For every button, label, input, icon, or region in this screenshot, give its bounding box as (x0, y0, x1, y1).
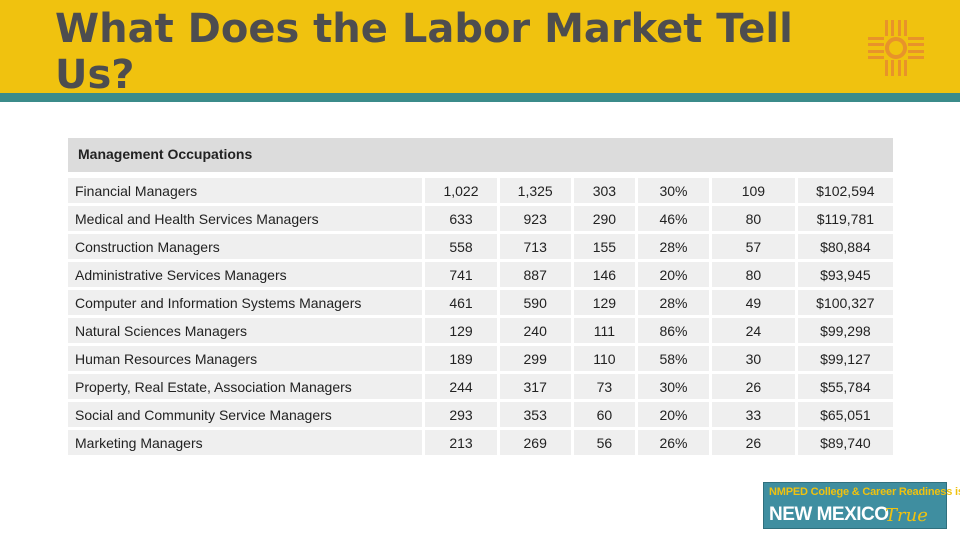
header-stripe (0, 93, 960, 102)
value-cell-5: 109 (712, 178, 798, 203)
value-cell-3: 110 (573, 346, 638, 371)
value-cell-4: 30% (637, 178, 713, 203)
value-cell-2: 1,325 (499, 178, 574, 203)
value-cell-4: 46% (637, 206, 713, 231)
zia-sun-symbol-icon (868, 20, 924, 76)
value-cell-4: 26% (637, 430, 713, 455)
value-cell-1: 213 (425, 430, 500, 455)
table-row: Medical and Health Services Managers 633 9… (68, 206, 893, 231)
value-cell-5: 30 (712, 346, 798, 371)
value-cell-4: 86% (637, 318, 713, 343)
occupation-cell: Natural Sciences Managers (68, 318, 426, 343)
value-cell-6: $102,594 (797, 178, 893, 203)
value-cell-2: 240 (499, 318, 574, 343)
occupations-table: Financial Managers 1,022 1,325 303 30% 109 $10… (68, 175, 893, 458)
value-cell-2: 317 (499, 374, 574, 399)
value-cell-1: 1,022 (425, 178, 500, 203)
table-row: Social and Community Service Managers 293… (68, 402, 893, 427)
logo-true-script: True (885, 505, 928, 526)
occupation-cell: Marketing Managers (68, 430, 426, 455)
table-row: Administrative Services Managers 741 887 14… (68, 262, 893, 287)
value-cell-1: 741 (425, 262, 500, 287)
table-row: Marketing Managers 213 269 56 26% 26 $89,740 (68, 430, 893, 455)
value-cell-6: $119,781 (797, 206, 893, 231)
value-cell-4: 20% (637, 262, 713, 287)
value-cell-2: 923 (499, 206, 574, 231)
value-cell-3: 56 (573, 430, 638, 455)
table-row: Construction Managers 558 713 155 28% 57 $80,8… (68, 234, 893, 259)
value-cell-3: 155 (573, 234, 638, 259)
occupation-cell: Construction Managers (68, 234, 426, 259)
value-cell-5: 26 (712, 430, 798, 455)
value-cell-6: $55,784 (797, 374, 893, 399)
value-cell-3: 290 (573, 206, 638, 231)
value-cell-6: $99,127 (797, 346, 893, 371)
logo-tagline: NMPED College & Career Readiness is (769, 486, 960, 498)
value-cell-6: $99,298 (797, 318, 893, 343)
slide-title: What Does the Labor Market Tell Us? (55, 6, 793, 98)
value-cell-4: 20% (637, 402, 713, 427)
value-cell-6: $80,884 (797, 234, 893, 259)
table-row: Property, Real Estate, Association Manag… (68, 374, 893, 399)
table-row: Natural Sciences Managers 129 240 111 86% 24 $… (68, 318, 893, 343)
value-cell-3: 60 (573, 402, 638, 427)
management-occupations-table: Management Occupations Financial Manager… (68, 138, 893, 458)
occupation-cell: Financial Managers (68, 178, 426, 203)
value-cell-3: 303 (573, 178, 638, 203)
value-cell-6: $65,051 (797, 402, 893, 427)
value-cell-2: 590 (499, 290, 574, 315)
value-cell-5: 57 (712, 234, 798, 259)
value-cell-5: 80 (712, 206, 798, 231)
occupation-cell: Medical and Health Services Managers (68, 206, 426, 231)
value-cell-1: 461 (425, 290, 500, 315)
occupation-cell: Administrative Services Managers (68, 262, 426, 287)
table-row: Human Resources Managers 189 299 110 58% 30 $9… (68, 346, 893, 371)
value-cell-4: 28% (637, 234, 713, 259)
value-cell-3: 111 (573, 318, 638, 343)
value-cell-1: 129 (425, 318, 500, 343)
value-cell-5: 33 (712, 402, 798, 427)
table-row: Financial Managers 1,022 1,325 303 30% 109 $10… (68, 178, 893, 203)
occupation-cell: Property, Real Estate, Association Manag… (68, 374, 426, 399)
value-cell-2: 713 (499, 234, 574, 259)
occupation-cell: Computer and Information Systems Manager… (68, 290, 426, 315)
occupation-cell: Human Resources Managers (68, 346, 426, 371)
value-cell-2: 299 (499, 346, 574, 371)
value-cell-1: 189 (425, 346, 500, 371)
value-cell-6: $100,327 (797, 290, 893, 315)
value-cell-1: 558 (425, 234, 500, 259)
value-cell-5: 80 (712, 262, 798, 287)
value-cell-2: 887 (499, 262, 574, 287)
occupation-cell: Social and Community Service Managers (68, 402, 426, 427)
value-cell-3: 146 (573, 262, 638, 287)
value-cell-3: 129 (573, 290, 638, 315)
value-cell-4: 28% (637, 290, 713, 315)
header-band (0, 0, 960, 93)
value-cell-5: 24 (712, 318, 798, 343)
nmped-logo: NMPED College & Career Readiness is NEW … (763, 482, 960, 529)
value-cell-6: $89,740 (797, 430, 893, 455)
value-cell-4: 58% (637, 346, 713, 371)
value-cell-1: 244 (425, 374, 500, 399)
table-body: Financial Managers 1,022 1,325 303 30% 109 $10… (68, 178, 893, 455)
value-cell-6: $93,945 (797, 262, 893, 287)
logo-state-name: NEW MEXICO (769, 504, 889, 525)
value-cell-2: 353 (499, 402, 574, 427)
value-cell-3: 73 (573, 374, 638, 399)
value-cell-5: 49 (712, 290, 798, 315)
value-cell-1: 633 (425, 206, 500, 231)
value-cell-1: 293 (425, 402, 500, 427)
value-cell-2: 269 (499, 430, 574, 455)
value-cell-4: 30% (637, 374, 713, 399)
table-row: Computer and Information Systems Manager… (68, 290, 893, 315)
value-cell-5: 26 (712, 374, 798, 399)
section-header: Management Occupations (68, 138, 893, 174)
